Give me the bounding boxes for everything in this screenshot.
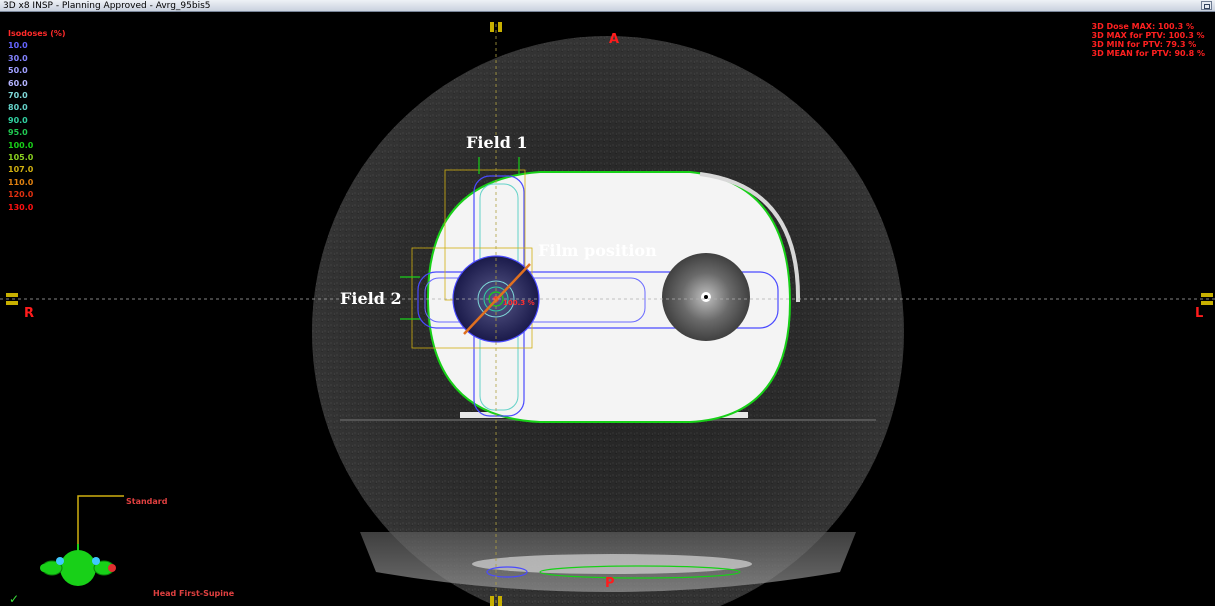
isodose-level-130: 130.0 bbox=[8, 202, 34, 212]
patient-position-label: Head First-Supine bbox=[153, 589, 235, 598]
dose-max-ptv: 3D MAX for PTV: 100.3 % bbox=[1091, 31, 1205, 40]
isodose-level-10: 10.0 bbox=[8, 41, 28, 51]
isodose-level-110: 110.0 bbox=[8, 177, 34, 187]
field-2-label: Field 2 bbox=[340, 289, 402, 308]
isodose-level-120: 120.0 bbox=[8, 190, 34, 200]
status-check-icon: ✓ bbox=[9, 592, 20, 606]
ptv-contour-horizontal bbox=[417, 271, 779, 329]
film-position-label: Film position bbox=[538, 241, 657, 260]
isodose-level-107: 107.0 bbox=[8, 165, 34, 175]
ct-axial-viewport[interactable]: Isodoses (%) 10.0 30.0 50.0 60.0 70.0 80… bbox=[0, 12, 1215, 606]
isodose-level-105: 105.0 bbox=[8, 153, 34, 163]
orientation-anterior: A bbox=[609, 32, 620, 47]
isodose-level-80: 80.0 bbox=[8, 103, 28, 113]
dose-point-label: 100.3 % bbox=[503, 299, 535, 307]
patient-orientation-icon bbox=[40, 495, 124, 586]
field-1-label: Field 1 bbox=[466, 133, 528, 152]
dose-statistics: 3D Dose MAX: 100.3 % 3D MAX for PTV: 100… bbox=[1092, 22, 1205, 58]
isodose-level-95: 95.0 bbox=[8, 128, 28, 138]
orientation-posterior: P bbox=[605, 576, 615, 591]
dose-max: 3D Dose MAX: 100.3 % bbox=[1091, 22, 1195, 31]
film-position-line bbox=[463, 263, 531, 335]
isodose-legend: Isodoses (%) 10.0 30.0 50.0 60.0 70.0 80… bbox=[8, 28, 66, 214]
isodose-level-100: 100.0 bbox=[8, 140, 34, 150]
isodose-level-30: 30.0 bbox=[8, 53, 28, 63]
isodose-level-60: 60.0 bbox=[8, 78, 28, 88]
couch-contour-green bbox=[539, 565, 741, 579]
window-titlebar: 3D x8 INSP - Planning Approved - Avrg_95… bbox=[0, 0, 1215, 12]
window-title: 3D x8 INSP - Planning Approved - Avrg_95… bbox=[3, 1, 211, 11]
couch-contour-blue bbox=[486, 566, 528, 578]
dose-mean-ptv: 3D MEAN for PTV: 90.8 % bbox=[1091, 49, 1205, 58]
dose-min-ptv: 3D MIN for PTV: 79.3 % bbox=[1091, 40, 1197, 49]
patient-icon-label: Standard bbox=[126, 497, 168, 506]
isodose-legend-title: Isodoses (%) bbox=[8, 29, 66, 38]
orientation-right: R bbox=[24, 306, 35, 321]
ct-scene bbox=[0, 22, 1215, 606]
isodose-level-90: 90.0 bbox=[8, 115, 28, 125]
orientation-left: L bbox=[1195, 306, 1204, 321]
isodose-level-50: 50.0 bbox=[8, 66, 28, 76]
restore-window-icon[interactable] bbox=[1201, 1, 1212, 10]
isodose-level-70: 70.0 bbox=[8, 91, 28, 101]
